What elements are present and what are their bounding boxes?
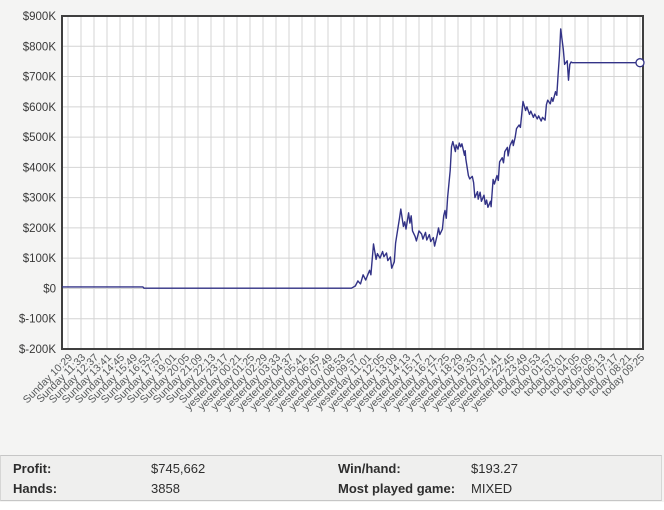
profit-chart: $900K $800K $700K $600K $500K $400K $300K $200K… bbox=[19, 11, 647, 413]
y-axis-label: $900K bbox=[23, 11, 57, 23]
profit-value: $745,662 bbox=[151, 460, 206, 476]
y-axis-label: $400K bbox=[23, 162, 57, 174]
hands-value: 3858 bbox=[151, 480, 180, 496]
y-axis-label: $-200K bbox=[19, 344, 56, 356]
most-played-game-label: Most played game: bbox=[338, 480, 456, 496]
y-axis-label: $300K bbox=[23, 193, 57, 205]
profit-chart-svg: $900K $800K $700K $600K $500K $400K $300K $200K… bbox=[19, 11, 647, 413]
y-axis-label: $200K bbox=[23, 223, 57, 235]
y-axis-label: $100K bbox=[23, 253, 57, 265]
series-end-marker bbox=[635, 58, 645, 68]
most-played-game-value: MIXED bbox=[471, 480, 513, 496]
profit-line bbox=[62, 28, 640, 289]
y-axis-label: $700K bbox=[23, 72, 57, 84]
y-axis-label: $600K bbox=[23, 102, 57, 114]
win-per-hand-value: $193.27 bbox=[471, 460, 518, 476]
hands-label: Hands: bbox=[13, 480, 58, 496]
y-axis-label: $-100K bbox=[19, 314, 56, 326]
summary-panel: Profit: $745,662 Win/hand: $193.27 Hands… bbox=[0, 455, 662, 501]
y-axis-label: $800K bbox=[23, 41, 57, 53]
profit-label: Profit: bbox=[13, 460, 52, 476]
plot-area bbox=[61, 15, 644, 350]
win-per-hand-label: Win/hand: bbox=[338, 460, 401, 476]
y-axis-label: $500K bbox=[23, 132, 57, 144]
y-axis-label: $0 bbox=[43, 283, 56, 295]
bottom-strip bbox=[0, 502, 664, 510]
